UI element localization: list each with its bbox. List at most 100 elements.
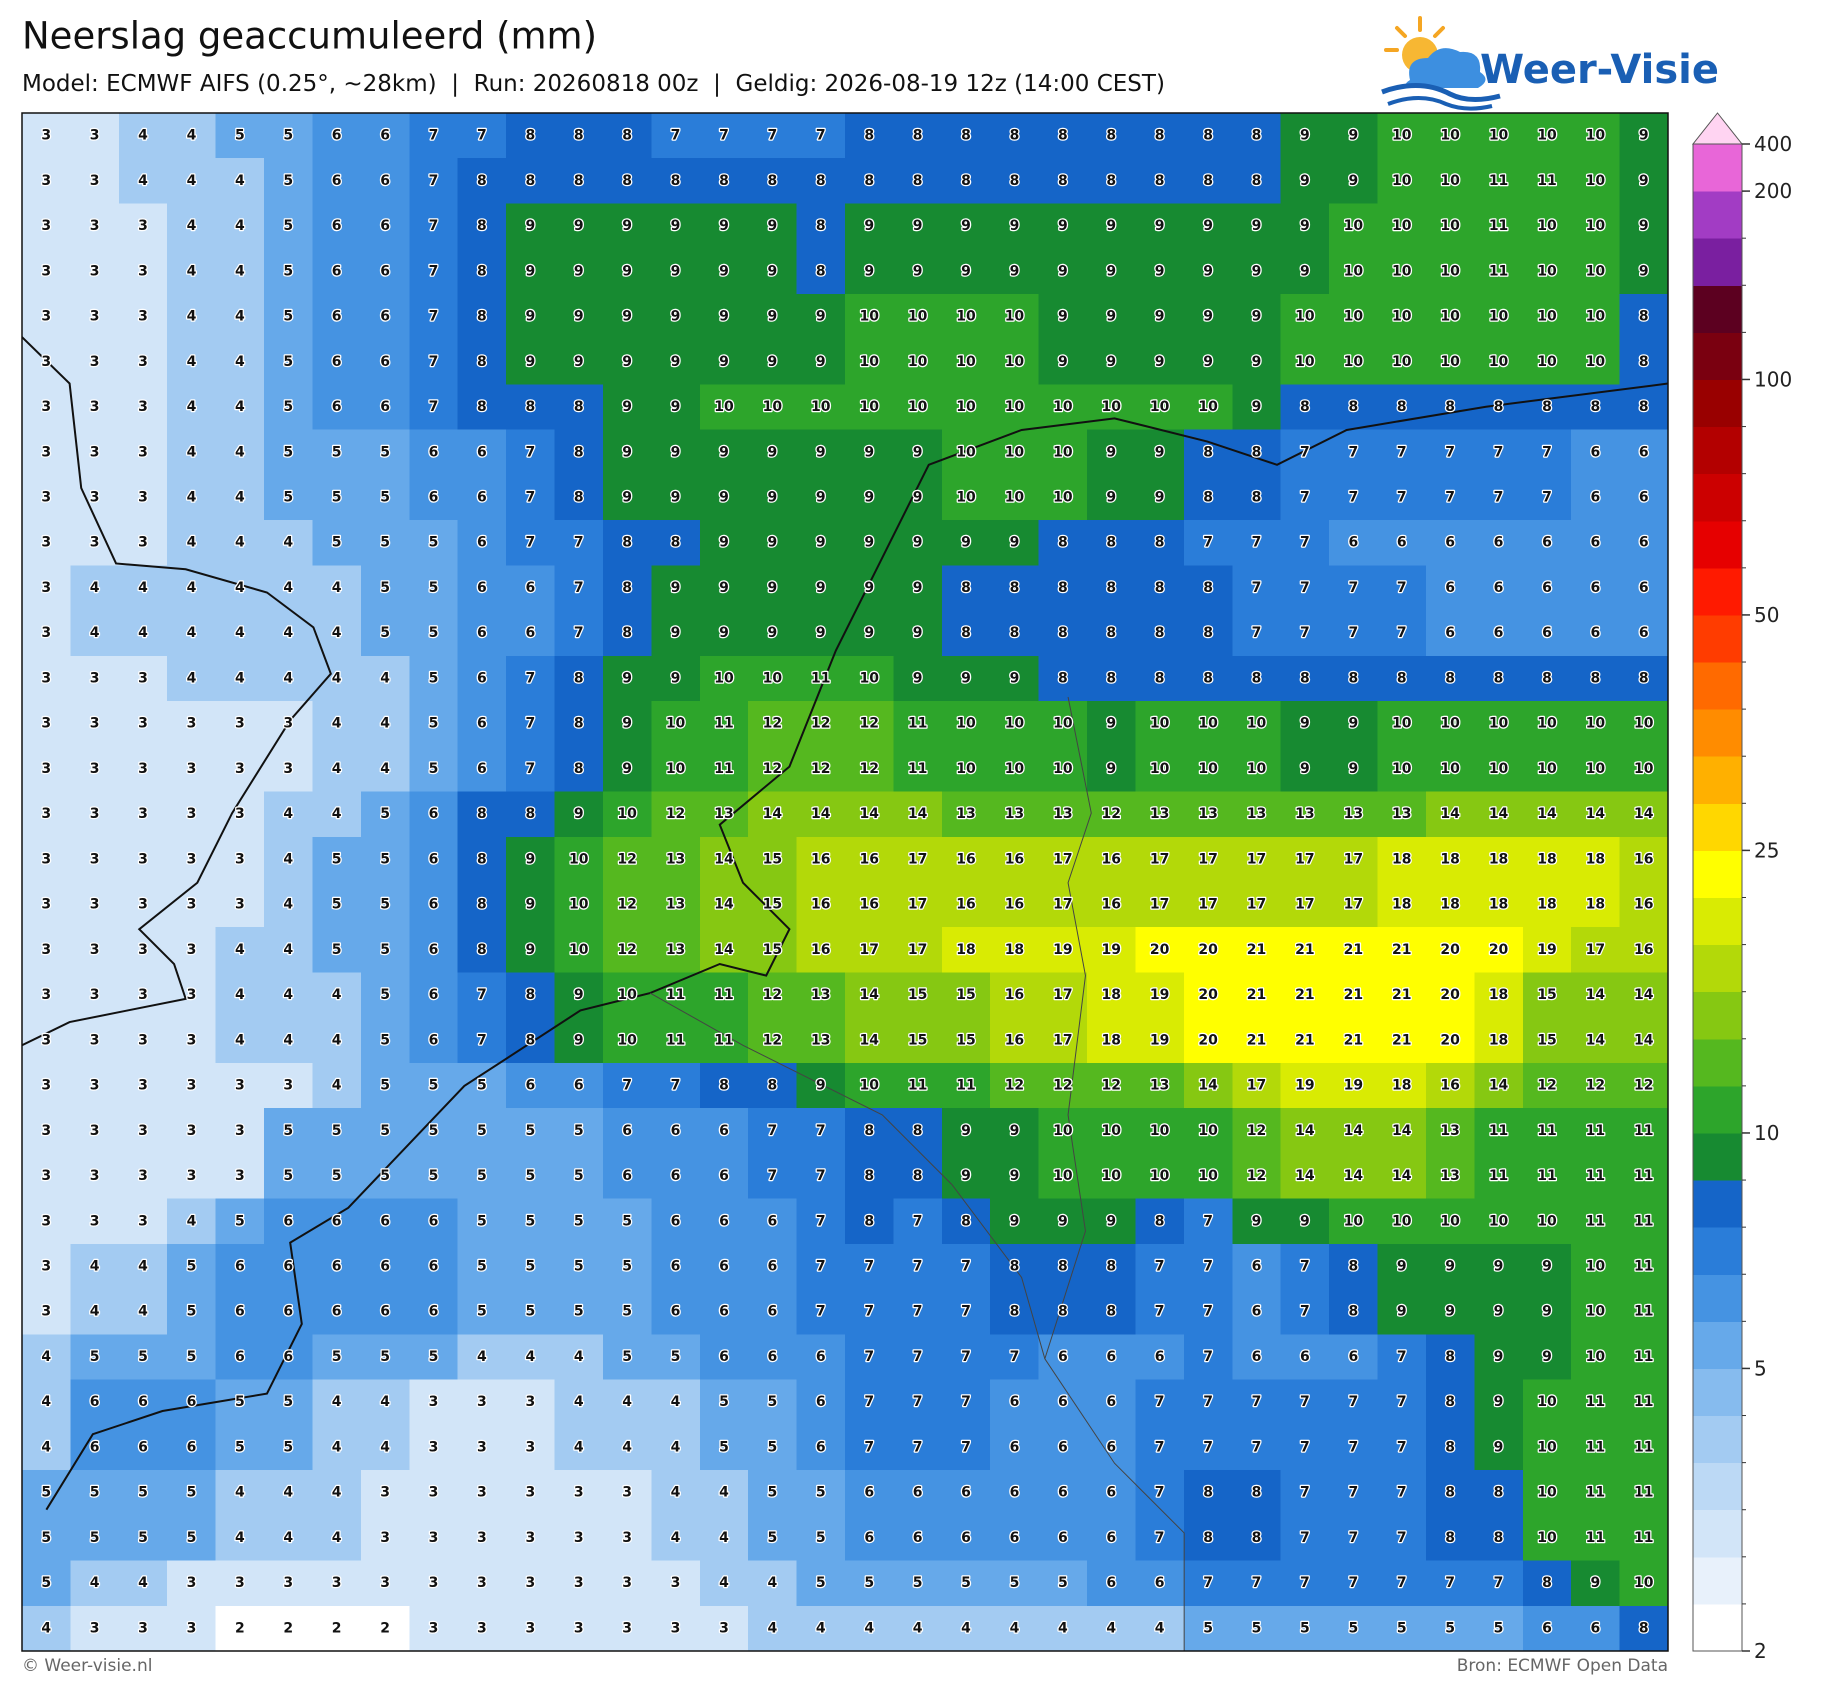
precip-value: 8 — [477, 218, 487, 234]
precip-cell — [1377, 701, 1427, 747]
precip-cell — [1474, 1605, 1524, 1651]
precip-cell — [651, 1560, 701, 1607]
precip-cell — [1619, 293, 1668, 340]
precip-cell — [699, 1289, 749, 1335]
precip-cell — [1619, 655, 1668, 702]
precip-cell — [1425, 474, 1475, 521]
precip-value: 9 — [864, 218, 874, 234]
precip-value: 3 — [90, 670, 100, 686]
precip-cell — [1038, 972, 1088, 1019]
precip-cell — [699, 701, 749, 747]
precip-value: 8 — [1542, 399, 1552, 415]
precip-value: 9 — [1203, 354, 1213, 370]
precip-cell — [1183, 1470, 1233, 1516]
precip-cell — [167, 1334, 217, 1381]
precip-value: 8 — [768, 1078, 778, 1094]
precip-value: 21 — [1392, 1032, 1411, 1048]
precip-value: 10 — [1634, 1575, 1654, 1591]
precip-value: 8 — [671, 535, 681, 551]
precip-cell — [1571, 610, 1621, 657]
precip-value: 10 — [1537, 128, 1557, 144]
precip-value: 20 — [1198, 987, 1218, 1003]
precip-value: 6 — [1397, 535, 1407, 551]
precip-cell — [1329, 972, 1379, 1019]
precip-cell — [1183, 1017, 1233, 1064]
precip-cell — [1280, 701, 1330, 747]
precip-cell — [1280, 1470, 1330, 1516]
precip-value: 11 — [666, 1032, 685, 1048]
precip-value: 8 — [1058, 128, 1068, 144]
precip-value: 6 — [380, 1259, 390, 1275]
precip-cell — [1135, 474, 1185, 521]
precip-cell — [941, 836, 991, 883]
precip-value: 6 — [1639, 580, 1649, 596]
precip-value: 3 — [429, 1530, 439, 1546]
precip-value: 15 — [763, 897, 782, 913]
precip-value: 8 — [719, 1078, 729, 1094]
precip-cell — [1571, 1515, 1621, 1562]
precip-value: 17 — [1295, 897, 1314, 913]
precip-value: 9 — [1106, 444, 1116, 460]
precip-cell — [1135, 1379, 1185, 1426]
precip-cell — [554, 1243, 604, 1290]
precip-value: 7 — [816, 1123, 826, 1139]
precip-value: 8 — [1252, 490, 1262, 506]
precip-value: 4 — [187, 128, 197, 144]
precip-value: 10 — [1392, 761, 1412, 777]
precip-cell — [1571, 248, 1621, 295]
precip-cell — [1280, 384, 1330, 431]
precip-value: 10 — [1392, 128, 1412, 144]
precip-value: 6 — [719, 1304, 729, 1320]
precip-value: 7 — [429, 399, 439, 415]
precip-cell — [360, 474, 410, 521]
precip-cell — [70, 1379, 120, 1426]
precip-cell — [1571, 520, 1621, 566]
precip-cell — [699, 565, 749, 612]
precip-value: 9 — [961, 535, 971, 551]
precip-value: 9 — [719, 625, 729, 641]
precip-cell — [1135, 1062, 1185, 1109]
precip-value: 7 — [671, 1078, 681, 1094]
precip-cell — [1377, 791, 1427, 838]
precip-value: 8 — [1106, 625, 1116, 641]
precip-cell — [845, 791, 895, 838]
precip-cell — [360, 520, 410, 566]
precip-value: 3 — [719, 1620, 729, 1636]
precip-cell — [1474, 474, 1524, 521]
precip-value: 10 — [1005, 490, 1025, 506]
precip-value: 3 — [41, 580, 51, 596]
precip-cell — [1087, 1198, 1137, 1245]
precip-value: 20 — [1150, 942, 1170, 958]
precip-value: 12 — [1537, 1078, 1556, 1094]
precip-value: 19 — [1295, 1078, 1314, 1094]
precip-value: 4 — [41, 1439, 51, 1455]
precip-cell — [1474, 610, 1524, 657]
precip-value: 9 — [1300, 218, 1310, 234]
precip-cell — [699, 791, 749, 838]
precip-value: 3 — [41, 1168, 51, 1184]
precip-cell — [22, 1062, 72, 1109]
precip-value: 6 — [1494, 625, 1504, 641]
precip-value: 8 — [477, 399, 487, 415]
precip-cell — [893, 927, 943, 974]
precip-cell — [1425, 701, 1475, 747]
precip-value: 6 — [1106, 1439, 1116, 1455]
precip-value: 10 — [1150, 399, 1170, 415]
precip-value: 8 — [622, 535, 632, 551]
precip-value: 8 — [477, 309, 487, 325]
precip-value: 6 — [1494, 535, 1504, 551]
precip-value: 4 — [235, 670, 245, 686]
precip-cell — [1522, 203, 1572, 250]
precip-value: 3 — [380, 1575, 390, 1591]
precip-cell — [941, 520, 991, 566]
precip-value: 17 — [1053, 987, 1072, 1003]
precip-value: 8 — [1445, 1530, 1455, 1546]
precip-cell — [941, 1108, 991, 1155]
precip-value: 3 — [41, 218, 51, 234]
precip-value: 3 — [283, 1575, 293, 1591]
precip-cell — [1087, 565, 1137, 612]
precip-value: 10 — [1537, 1530, 1557, 1546]
precip-value: 16 — [1634, 942, 1653, 958]
precip-value: 8 — [1203, 1485, 1213, 1501]
precip-cell — [312, 655, 362, 702]
